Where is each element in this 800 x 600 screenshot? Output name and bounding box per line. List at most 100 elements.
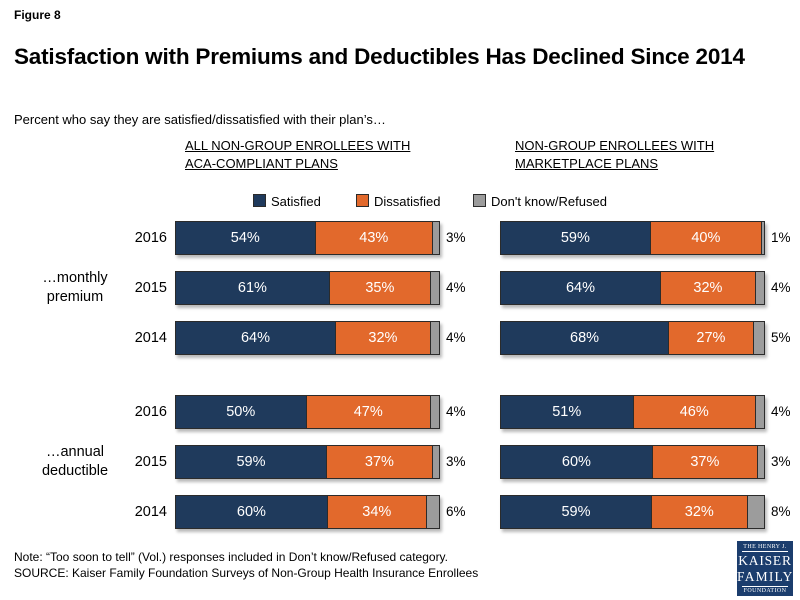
dont-know-value-label: 3%: [446, 230, 466, 245]
segment-value-label: 43%: [359, 230, 389, 246]
dont-know-value-label: 4%: [446, 330, 466, 345]
satisfied-segment: 68%: [500, 321, 670, 355]
dont-know-value-label: 8%: [771, 504, 791, 519]
year-label: 2016: [134, 404, 167, 420]
year-label: 2015: [134, 280, 167, 296]
dissatisfied-segment: 46%: [632, 395, 756, 429]
panel-header-marketplace: NON-GROUP ENROLLEES WITH MARKETPLACE PLA…: [515, 137, 714, 173]
stacked-bar: 54% 43%: [175, 221, 441, 255]
stacked-bar: 59% 40%: [500, 221, 765, 255]
segment-value-label: 60%: [236, 504, 266, 520]
bar-row-2015: 2015 59% 37% 3%: [135, 445, 466, 479]
dissatisfied-segment: 32%: [659, 271, 756, 305]
dont-know-segment: [429, 271, 441, 305]
segment-value-label: 54%: [230, 230, 260, 246]
dissatisfied-segment: 43%: [314, 221, 433, 255]
dissatisfied-segment: 27%: [668, 321, 754, 355]
subtitle: Percent who say they are satisfied/dissa…: [14, 112, 386, 127]
panel-header-line: MARKETPLACE PLANS: [515, 156, 659, 171]
stacked-bar: 59% 32%: [500, 495, 765, 529]
segment-value-label: 64%: [240, 330, 270, 346]
segment-value-label: 59%: [236, 454, 266, 470]
satisfied-segment: 64%: [500, 271, 661, 305]
segment-value-label: 35%: [365, 280, 395, 296]
segment-value-label: 68%: [570, 330, 600, 346]
satisfied-segment: 59%: [175, 445, 327, 479]
stacked-bar: 64% 32%: [175, 321, 440, 355]
group-label-line: …monthly: [42, 270, 108, 286]
dont-know-swatch-icon: [473, 194, 486, 207]
stacked-bar: 68% 27%: [500, 321, 765, 355]
stacked-bar: 51% 46%: [500, 395, 765, 429]
dont-know-value-label: 3%: [771, 454, 791, 469]
segment-value-label: 27%: [696, 330, 726, 346]
legend: Satisfied Dissatisfied Don't know/Refuse…: [0, 194, 800, 210]
chart-panel-marketplace: 59% 40% 1% 64% 32% 4% 68% 27% 5% 51% 46% 4% 60% 37% 3%…: [500, 221, 791, 529]
figure-label: Figure 8: [14, 8, 61, 22]
dont-know-segment: [746, 495, 765, 529]
bar-row-2016: 59% 40% 1%: [500, 221, 791, 255]
year-label: 2014: [134, 504, 167, 520]
dont-know-value-label: 4%: [446, 404, 466, 419]
dont-know-segment: [754, 395, 765, 429]
legend-label: Don't know/Refused: [491, 194, 607, 209]
segment-value-label: 34%: [362, 504, 392, 520]
satisfied-segment: 51%: [500, 395, 634, 429]
logo-line: FAMILY: [737, 568, 794, 584]
logo-line: THE HENRY J.: [742, 543, 788, 552]
segment-value-label: 46%: [679, 404, 709, 420]
note-text: Note: “Too soon to tell” (Vol.) response…: [14, 550, 449, 564]
page-title: Satisfaction with Premiums and Deductibl…: [14, 44, 745, 69]
stacked-bar: 61% 35%: [175, 271, 441, 305]
segment-value-label: 32%: [368, 330, 398, 346]
group-label-annual-deductible: …annual deductible: [8, 443, 142, 481]
bar-row-2016: 51% 46% 4%: [500, 395, 791, 429]
dont-know-segment: [760, 221, 765, 255]
segment-value-label: 50%: [226, 404, 256, 420]
year-label: 2014: [134, 330, 167, 346]
bar-row-2014: 68% 27% 5%: [500, 321, 791, 355]
legend-item-dissatisfied: Dissatisfied: [356, 194, 440, 209]
satisfied-segment: 59%: [500, 221, 651, 255]
segment-value-label: 32%: [693, 280, 723, 296]
stacked-bar: 59% 37%: [175, 445, 440, 479]
logo-line: FOUNDATION: [742, 585, 788, 594]
dissatisfied-segment: 37%: [651, 445, 758, 479]
dissatisfied-segment: 32%: [334, 321, 431, 355]
panel-header-aca-compliant: ALL NON-GROUP ENROLLEES WITH ACA-COMPLIA…: [185, 137, 410, 173]
dont-know-value-label: 6%: [446, 504, 466, 519]
dissatisfied-segment: 32%: [650, 495, 748, 529]
legend-item-dont-know: Don't know/Refused: [473, 194, 607, 209]
dont-know-segment: [754, 271, 765, 305]
segment-value-label: 37%: [364, 454, 394, 470]
legend-item-satisfied: Satisfied: [253, 194, 321, 209]
year-label: 2016: [134, 230, 167, 246]
segment-value-label: 47%: [353, 404, 383, 420]
dissatisfied-segment: 47%: [305, 395, 431, 429]
source-text: SOURCE: Kaiser Family Foundation Surveys…: [14, 566, 479, 580]
segment-value-label: 59%: [561, 504, 591, 520]
kaiser-family-foundation-logo: THE HENRY J. KAISER FAMILY FOUNDATION: [737, 541, 793, 596]
dont-know-value-label: 4%: [771, 404, 791, 419]
stacked-bar: 50% 47%: [175, 395, 440, 429]
dont-know-segment: [429, 321, 440, 355]
satisfied-segment: 64%: [175, 321, 336, 355]
segment-value-label: 40%: [691, 230, 721, 246]
legend-label: Satisfied: [271, 194, 321, 209]
bar-row-2014: 2014 60% 34% 6%: [135, 495, 466, 529]
group-label-line: …annual: [45, 444, 105, 460]
dont-know-segment: [756, 445, 766, 479]
bar-row-2016: 2016 54% 43% 3%: [135, 221, 466, 255]
dont-know-segment: [752, 321, 765, 355]
stacked-bar: 60% 34%: [175, 495, 440, 529]
bar-row-2014: 2014 64% 32% 4%: [135, 321, 466, 355]
satisfied-segment: 60%: [175, 495, 328, 529]
dissatisfied-segment: 35%: [328, 271, 431, 305]
bar-row-2015: 64% 32% 4%: [500, 271, 791, 305]
group-label-line: premium: [46, 289, 104, 305]
dissatisfied-segment: 34%: [326, 495, 427, 529]
dont-know-value-label: 5%: [771, 330, 791, 345]
dont-know-segment: [431, 445, 440, 479]
segment-value-label: 61%: [237, 280, 267, 296]
segment-value-label: 32%: [684, 504, 714, 520]
